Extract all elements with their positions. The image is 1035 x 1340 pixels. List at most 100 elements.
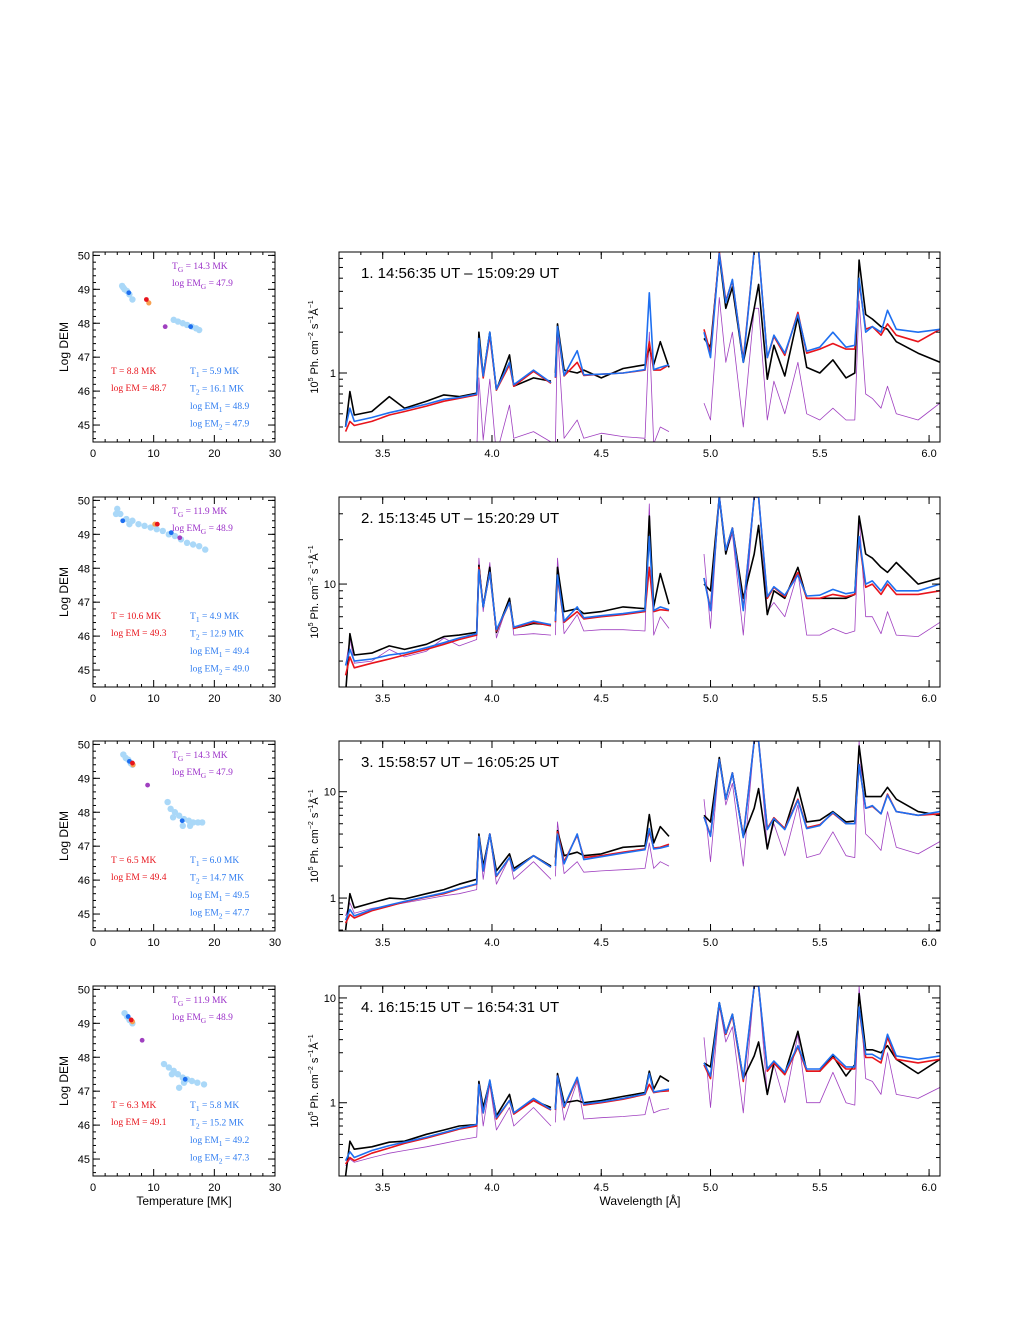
- isothermal-fit-annotation: T = 8.8 MK: [111, 367, 156, 377]
- two-temperature-model-spectrum: [554, 827, 670, 867]
- observed-spectrum: [344, 331, 552, 428]
- isothermal-fit-point: [154, 521, 160, 527]
- two-temperature-model-spectrum: [703, 986, 940, 1080]
- cloud-point: [186, 822, 194, 830]
- y-axis-label: 105 Ph. cm−2 s−1Å−1: [308, 1034, 321, 1127]
- x-tick-label: 6.0: [921, 937, 936, 949]
- y-tick-label: 10: [324, 579, 336, 591]
- x-tick-label: 30: [269, 448, 281, 460]
- cloud-point: [195, 326, 203, 334]
- y-tick-label: 1: [330, 1098, 336, 1110]
- plot-frame: [338, 496, 941, 688]
- plot-frame: [92, 251, 276, 443]
- y-tick-label: 1: [330, 368, 336, 380]
- isothermal-model-spectrum: [703, 741, 940, 838]
- y-tick-label: 46: [78, 386, 90, 398]
- x-tick-label: 0: [90, 1182, 96, 1194]
- spectrum-title: 4. 16:15:15 UT – 16:54:31 UT: [361, 999, 559, 1016]
- gaussian-model-spectrum: [555, 331, 670, 442]
- wavelength-axis-label: Wavelength [Å]: [600, 1193, 681, 1208]
- x-tick-label: 6.0: [921, 693, 936, 705]
- x-tick-label: 3.5: [375, 1182, 390, 1194]
- two-temperature-model-spectrum: [344, 568, 552, 666]
- y-tick-label: 50: [78, 984, 90, 996]
- plot-frame: [92, 985, 276, 1177]
- x-tick-label: 5.5: [812, 448, 827, 460]
- y-axis-label: Log DEM: [57, 1056, 71, 1106]
- y-axis-label: Log DEM: [57, 811, 71, 861]
- x-tick-label: 4.0: [484, 693, 499, 705]
- x-tick-label: 5.0: [703, 693, 718, 705]
- cloud-point: [168, 1071, 176, 1078]
- cloud-point: [175, 1084, 183, 1091]
- cloud-point: [165, 1064, 173, 1071]
- x-tick-label: 5.5: [812, 937, 827, 949]
- y-tick-label: 45: [78, 665, 90, 677]
- gaussian-fit-annotation: TG = 11.9 MK: [172, 996, 227, 1008]
- plot-frame: [92, 496, 276, 688]
- x-tick-label: 6.0: [921, 1182, 936, 1194]
- y-tick-label: 49: [78, 284, 90, 296]
- gaussian-fit-annotation: log EMG = 47.9: [172, 279, 233, 291]
- isothermal-fit-annotation: T = 6.5 MK: [111, 856, 156, 866]
- y-tick-label: 48: [78, 318, 90, 330]
- y-tick-label: 45: [78, 420, 90, 432]
- gaussian-fit-annotation: TG = 14.3 MK: [172, 262, 228, 274]
- cloud-point: [126, 520, 133, 528]
- dem-panel-3: 0 10 20 30 45 46 47 48 49 50 Log DEM TG = 14.3 MK lo…: [57, 739, 281, 949]
- two-temperature-fit-annotation: log EM2 = 47.7: [190, 909, 249, 921]
- two-temperature-fit-annotation: T1 = 5.8 MK: [190, 1101, 239, 1113]
- cloud-point: [174, 318, 182, 325]
- two-temperature-fit-annotation: log EM2 = 47.3: [190, 1154, 249, 1166]
- gaussian-fit-point: [139, 1037, 145, 1043]
- plot-frame: [338, 740, 941, 932]
- observed-spectrum: [345, 564, 552, 687]
- x-tick-label: 10: [148, 937, 160, 949]
- y-tick-label: 45: [78, 909, 90, 921]
- two-temperature-fit-annotation: T2 = 12.9 MK: [190, 630, 244, 642]
- cloud-point: [179, 822, 186, 830]
- two-temperature-fit-annotation: log EM2 = 49.0: [190, 665, 249, 677]
- x-tick-label: 4.5: [594, 1182, 609, 1194]
- plot-frame: [338, 985, 941, 1177]
- x-tick-label: 20: [208, 937, 220, 949]
- spectrum-panel-4: 3.5 4.0 4.5 5.0 5.5 6.0 1 10 105 Ph. cm−2 s−1Å−1…: [308, 985, 941, 1194]
- x-tick-label: 20: [208, 448, 220, 460]
- y-tick-label: 1: [330, 893, 336, 905]
- y-axis-label: 105 Ph. cm−2 s−1Å−1: [308, 789, 321, 882]
- cloud-point: [120, 284, 127, 291]
- two-temperature-fit-annotation: log EM1 = 49.5: [190, 891, 249, 903]
- y-tick-label: 49: [78, 529, 90, 541]
- cloud-point: [171, 532, 179, 540]
- two-temperature-fit-point: [168, 530, 174, 536]
- two-temperature-fit-point: [188, 324, 194, 330]
- y-tick-label: 50: [78, 250, 90, 262]
- isothermal-fit-point: [143, 297, 149, 302]
- x-tick-label: 30: [269, 937, 281, 949]
- spectrum-title: 2. 15:13:45 UT – 15:20:29 UT: [361, 510, 559, 527]
- y-tick-label: 47: [78, 352, 90, 364]
- observed-spectrum: [344, 833, 552, 931]
- cloud-point: [147, 524, 154, 531]
- isothermal-model-spectrum: [703, 497, 940, 610]
- two-temperature-fit-point: [125, 1014, 131, 1019]
- x-tick-label: 10: [148, 448, 160, 460]
- y-tick-label: 48: [78, 1052, 90, 1064]
- y-axis-label: 105 Ph. cm−2 s−1Å−1: [308, 300, 321, 393]
- isothermal-fit-point: [128, 1017, 134, 1023]
- isothermal-fit-annotation: log EM = 49.1: [111, 1118, 167, 1128]
- y-tick-label: 48: [78, 563, 90, 575]
- y-tick-label: 48: [78, 807, 90, 819]
- cloud-point: [112, 510, 120, 518]
- dem-panel-1: 0 10 20 30 45 46 47 48 49 50 Log DEM TG = 14.3 MK lo…: [57, 250, 281, 460]
- y-tick-label: 47: [78, 841, 90, 853]
- two-temperature-fit-point: [182, 1076, 188, 1082]
- cloud-point: [189, 541, 197, 548]
- y-tick-label: 50: [78, 495, 90, 507]
- gaussian-fit-annotation: TG = 11.9 MK: [172, 507, 227, 519]
- x-tick-label: 4.0: [484, 1182, 499, 1194]
- y-tick-label: 47: [78, 1086, 90, 1098]
- x-tick-label: 5.5: [812, 1182, 827, 1194]
- cloud-point: [114, 505, 121, 513]
